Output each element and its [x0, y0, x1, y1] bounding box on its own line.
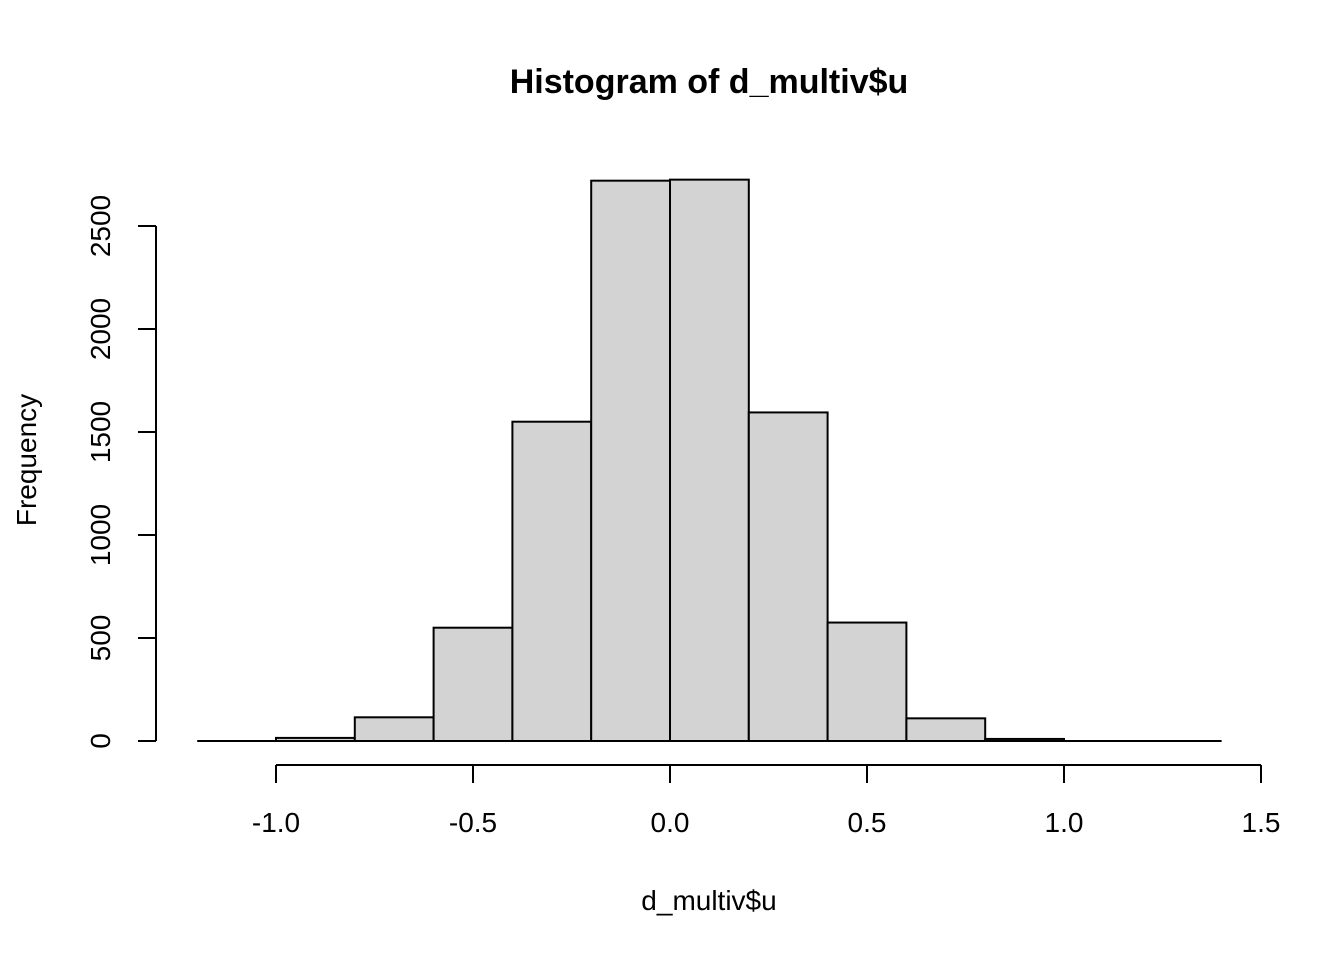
y-axis: 0 500 1000 1500 2000 2500 [85, 195, 157, 749]
x-tick-label: 1.0 [1045, 807, 1084, 838]
y-tick-label: 1000 [85, 504, 116, 566]
y-axis-label: Frequency [11, 394, 42, 526]
x-axis-label: d_multiv$u [641, 885, 776, 916]
histogram-bar [511, 420, 593, 742]
y-tick-label: 2000 [85, 298, 116, 360]
histogram-bar [905, 717, 987, 743]
x-tick-label: 0.5 [848, 807, 887, 838]
chart-title: Histogram of d_multiv$u [510, 63, 909, 101]
y-tick-label: 2500 [85, 195, 116, 257]
x-tick-label: 1.5 [1242, 807, 1281, 838]
y-tick-label: 500 [85, 615, 116, 662]
x-tick-label: 0.0 [651, 807, 690, 838]
y-tick-label: 0 [85, 733, 116, 749]
x-tick-label: -0.5 [449, 807, 497, 838]
histogram-bar [353, 716, 435, 742]
histogram-bar [669, 178, 750, 742]
y-tick-label: 1500 [85, 401, 116, 463]
histogram-bars [275, 178, 1066, 743]
histogram-bar [590, 179, 672, 742]
x-axis: -1.0 -0.5 0.0 0.5 1.0 1.5 [252, 764, 1281, 838]
histogram-bar [826, 621, 908, 742]
histogram-bar [432, 626, 514, 743]
x-tick-label: -1.0 [252, 807, 300, 838]
histogram-bar [747, 411, 829, 742]
